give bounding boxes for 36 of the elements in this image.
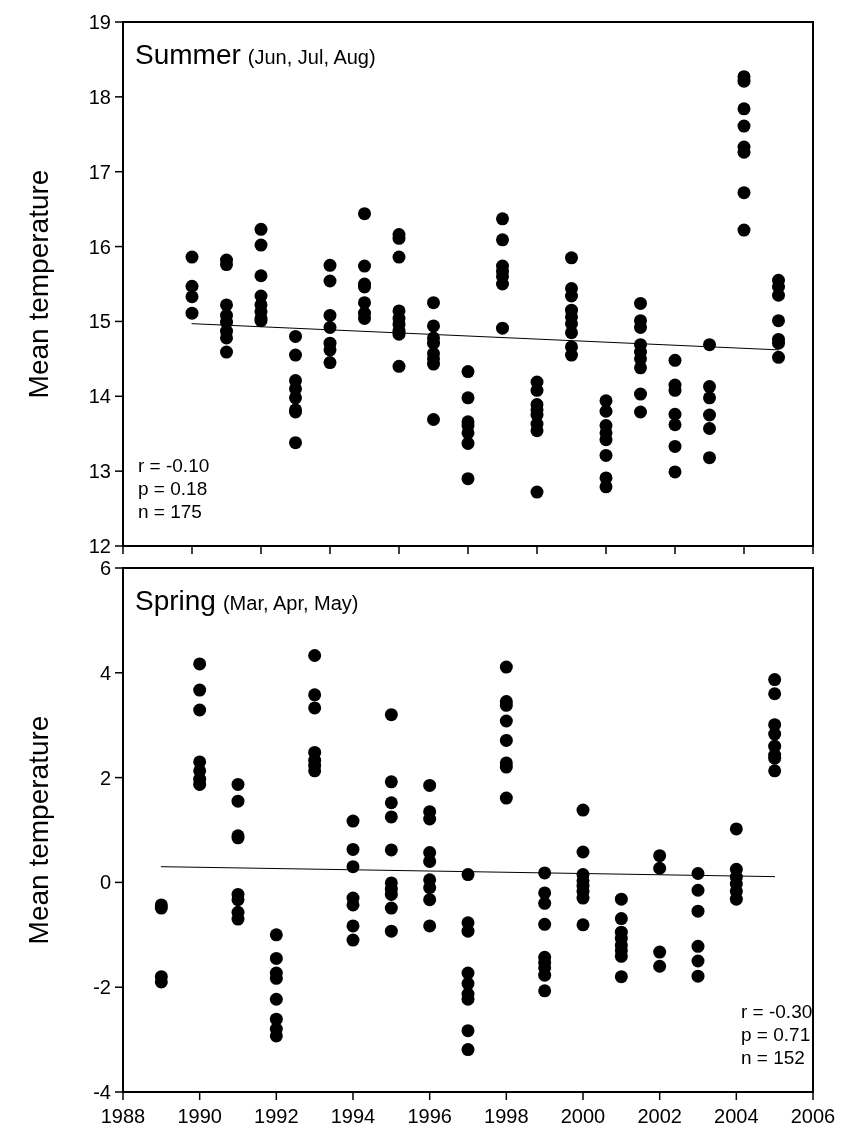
x-tick-label: 1992 xyxy=(254,1105,299,1127)
annotation: r = -0.30 xyxy=(741,1001,813,1022)
y-tick-label: 16 xyxy=(88,235,111,258)
y-tick-label: 6 xyxy=(99,557,111,579)
y-tick-label: 2 xyxy=(99,766,111,789)
y-tick-label: 18 xyxy=(88,85,111,108)
text: (Jun, Jul, Aug) xyxy=(247,46,376,68)
text: Spring xyxy=(135,585,216,616)
text: (Mar, Apr, May) xyxy=(222,592,359,614)
x-tick-label: 1998 xyxy=(484,1105,529,1127)
y-tick-label: -4 xyxy=(93,1081,111,1103)
y-tick-label: 17 xyxy=(88,160,111,183)
x-tick-label: 1988 xyxy=(100,1105,146,1127)
annotation: p = 0.71 xyxy=(741,1024,811,1045)
y-axis-title: Mean temperature xyxy=(23,169,54,399)
annotation: n = 152 xyxy=(741,1047,805,1068)
y-tick-label: 12 xyxy=(88,535,111,557)
annotation: n = 175 xyxy=(138,501,202,522)
x-tick-label: 2002 xyxy=(637,1105,682,1127)
x-tick-label: 1996 xyxy=(407,1105,452,1127)
y-tick-label: -2 xyxy=(93,976,111,999)
text: Summer xyxy=(135,39,241,70)
annotation: p = 0.18 xyxy=(138,478,208,499)
y-tick-label: 13 xyxy=(88,460,111,483)
x-tick-label: 2004 xyxy=(714,1105,759,1127)
y-tick-label: 0 xyxy=(99,871,111,894)
y-axis-title: Mean temperature xyxy=(23,715,54,945)
y-tick-label: 15 xyxy=(88,310,111,333)
y-tick-label: 4 xyxy=(99,661,111,684)
y-tick-label: 19 xyxy=(88,11,111,33)
y-tick-label: 14 xyxy=(88,385,111,408)
annotation: r = -0.10 xyxy=(138,455,210,476)
x-tick-label: 2006 xyxy=(790,1105,836,1127)
x-tick-label: 1994 xyxy=(330,1105,376,1127)
x-tick-label: 1990 xyxy=(177,1105,222,1127)
x-tick-label: 2000 xyxy=(560,1105,606,1127)
